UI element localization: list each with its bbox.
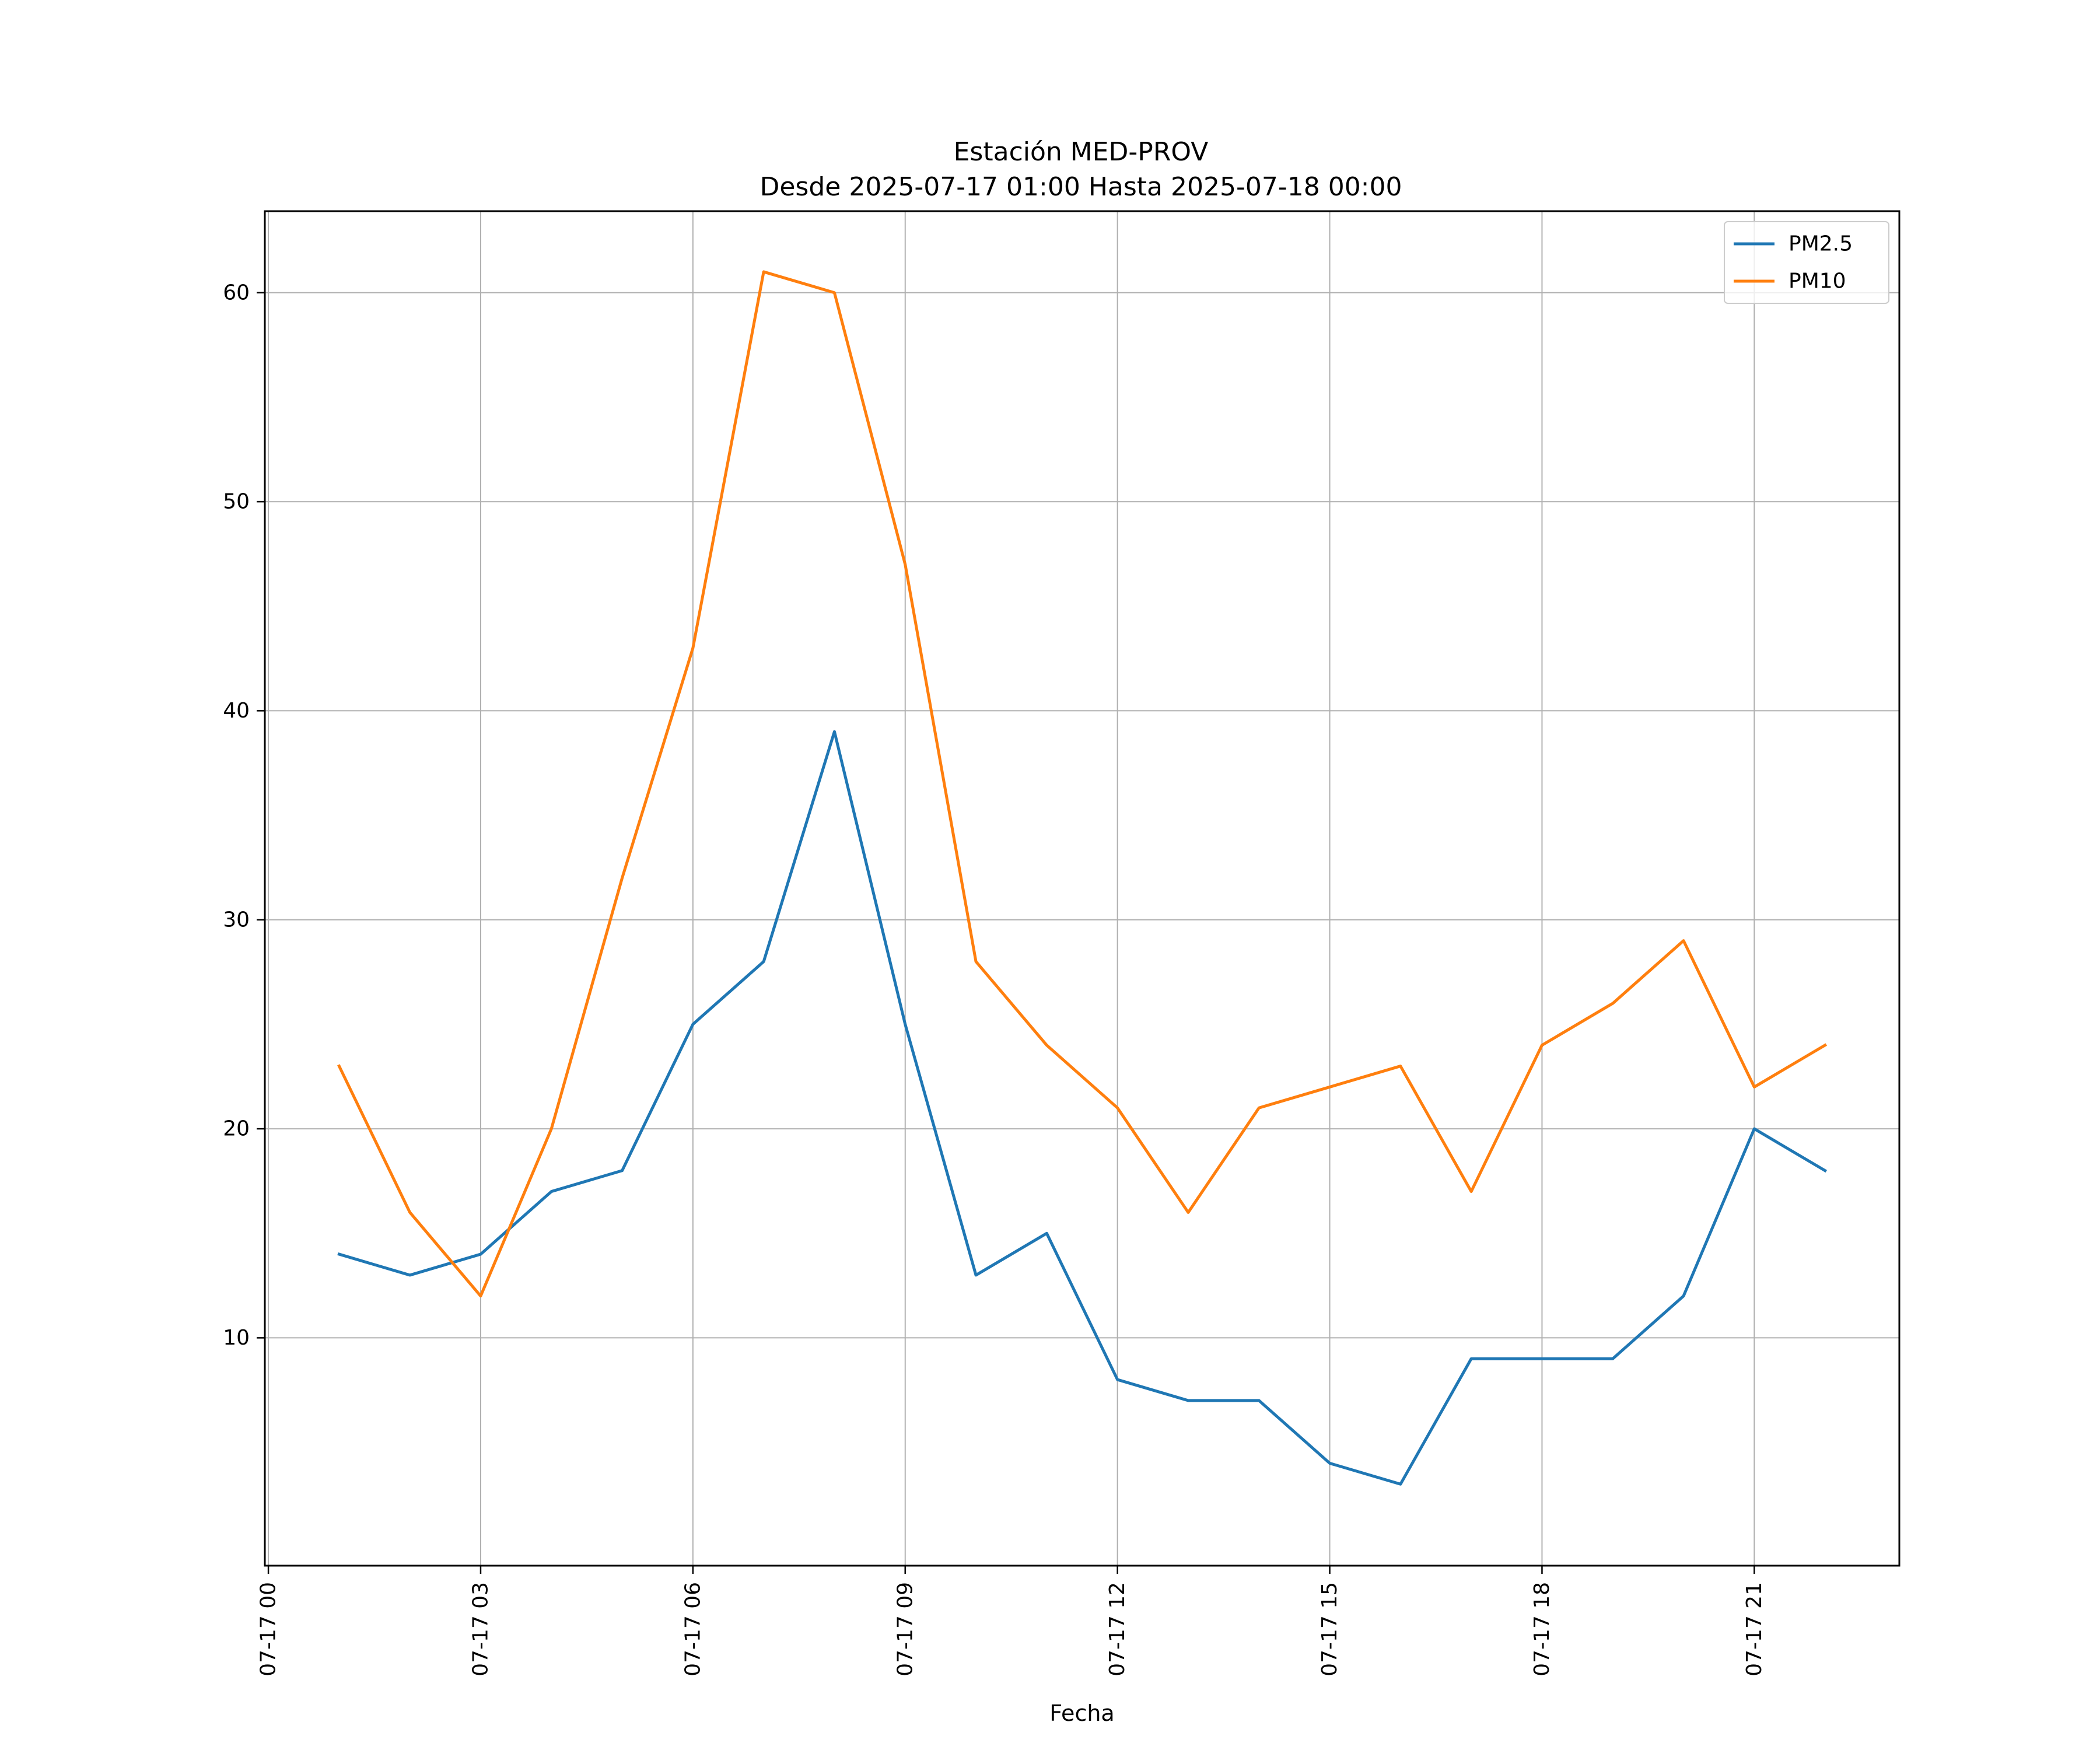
x-tick-label: 07-17 03 [468,1582,492,1676]
axis-ticks: 07-17 00 07-17 03 07-17 06 07-17 09 07-17 12… [223,281,1766,1676]
x-tick-label: 07-17 12 [1105,1582,1129,1676]
chart-subtitle: Desde 2025-07-17 01:00 Hasta 2025-07-18 … [760,172,1402,202]
y-tick-label: 10 [223,1326,250,1350]
legend: PM2.5 PM10 [1724,221,1889,304]
chart-title: Estación MED-PROV [954,137,1209,167]
legend-label: PM10 [1788,270,1846,293]
x-tick-label: 07-17 15 [1318,1582,1342,1676]
grid-lines [265,211,1899,1566]
x-tick-label: 07-17 21 [1742,1582,1766,1676]
x-tick-label: 07-17 09 [893,1582,917,1676]
x-tick-label: 07-17 06 [681,1582,705,1676]
series-line-pm10 [337,270,1828,1298]
x-axis-label: Fecha [1049,1700,1114,1726]
series-line-pm25 [337,730,1828,1486]
x-tick-label: 07-17 00 [257,1582,281,1676]
legend-label: PM2.5 [1788,232,1853,256]
y-tick-label: 50 [223,490,250,514]
x-tick-label: 07-17 18 [1530,1582,1554,1676]
y-tick-label: 60 [223,281,250,304]
y-tick-label: 40 [223,699,250,723]
plot-series [337,270,1828,1486]
plot-frame [264,210,1901,1567]
y-tick-label: 30 [223,908,250,932]
legend-box [1724,221,1889,304]
y-tick-label: 20 [223,1117,250,1141]
